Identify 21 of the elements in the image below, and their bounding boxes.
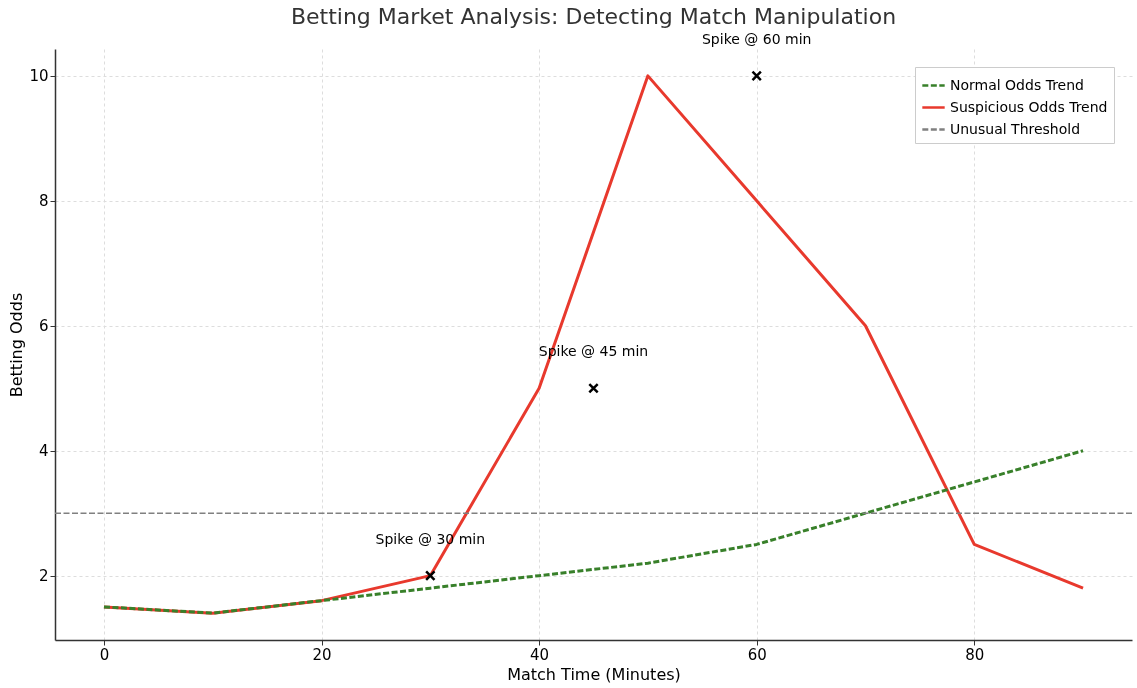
x-tick-label: 20 — [312, 645, 332, 664]
point — [751, 70, 763, 82]
y-tick-label: 10 — [29, 67, 49, 86]
x-axis-title: Match Time (Minutes) — [507, 664, 681, 684]
y-tick-label: 4 — [38, 442, 49, 461]
legend-label: Suspicious Odds Trend — [950, 98, 1108, 115]
x-tick-label: 40 — [530, 645, 550, 664]
y-tick-label: 2 — [38, 567, 49, 586]
x-tick-label: 60 — [747, 645, 767, 664]
line-series — [102, 449, 1085, 615]
legend-label: Unusual Threshold — [950, 120, 1081, 137]
y-axis-title: Betting Odds — [7, 292, 27, 398]
y-tick-label: 6 — [38, 317, 49, 336]
chart-title: Betting Market Analysis: Detecting Match Manipulation — [290, 3, 897, 29]
point — [588, 382, 599, 394]
point — [424, 570, 436, 582]
legend-label: Normal Odds Trend — [950, 76, 1084, 93]
annotation: Spike @ 60 min — [701, 30, 812, 47]
x-tick-label: 0 — [99, 645, 110, 664]
y-tick-label: 8 — [38, 192, 49, 211]
x-tick-label: 80 — [965, 645, 985, 664]
